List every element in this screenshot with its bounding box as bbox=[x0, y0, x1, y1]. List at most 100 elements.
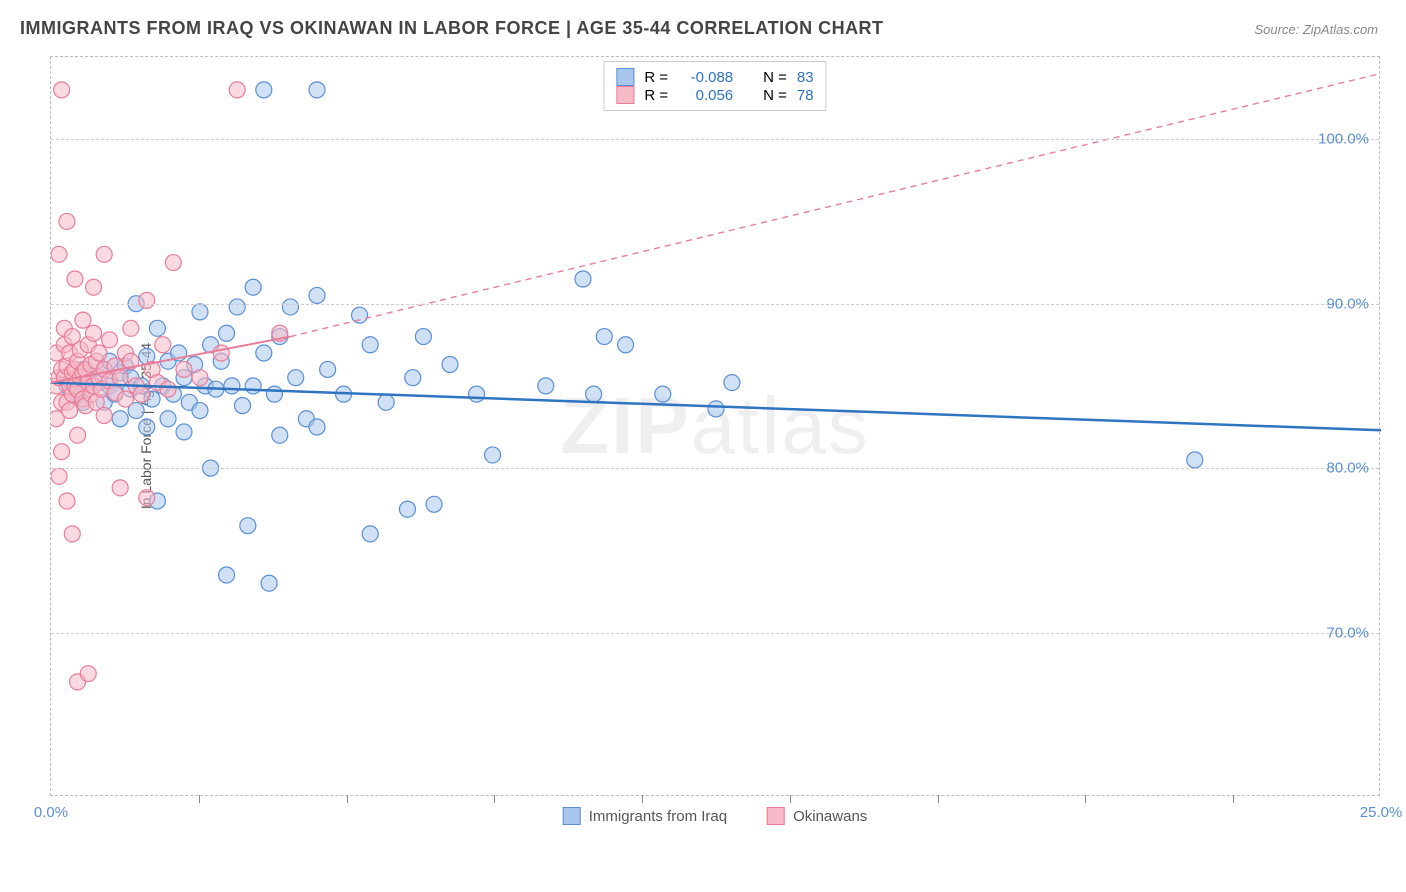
data-point bbox=[405, 370, 421, 386]
data-point bbox=[176, 424, 192, 440]
data-point bbox=[485, 447, 501, 463]
data-point bbox=[123, 320, 139, 336]
plot-area: In Labor Force | Age 35-44 ZIPatlas R = … bbox=[50, 56, 1380, 796]
data-point bbox=[86, 279, 102, 295]
data-point bbox=[80, 666, 96, 682]
data-point bbox=[538, 378, 554, 394]
swatch-series-a bbox=[616, 68, 634, 86]
r-value-b: 0.056 bbox=[678, 87, 733, 104]
data-point bbox=[261, 575, 277, 591]
data-point bbox=[54, 444, 70, 460]
gridline bbox=[51, 304, 1379, 305]
data-point bbox=[309, 82, 325, 98]
source-attribution: Source: ZipAtlas.com bbox=[1254, 22, 1378, 37]
data-point bbox=[86, 325, 102, 341]
data-point bbox=[96, 407, 112, 423]
x-tick-mark bbox=[1233, 795, 1234, 803]
data-point bbox=[62, 403, 78, 419]
swatch-series-b bbox=[616, 86, 634, 104]
legend-correlation-row-b: R = 0.056 N = 78 bbox=[616, 86, 813, 104]
data-point bbox=[288, 370, 304, 386]
data-point bbox=[426, 496, 442, 512]
data-point bbox=[112, 411, 128, 427]
data-point bbox=[309, 419, 325, 435]
data-point bbox=[272, 427, 288, 443]
data-point bbox=[469, 386, 485, 402]
data-point bbox=[442, 357, 458, 373]
data-point bbox=[102, 332, 118, 348]
data-point bbox=[160, 411, 176, 427]
data-point bbox=[213, 345, 229, 361]
data-point bbox=[64, 526, 80, 542]
x-tick-mark bbox=[494, 795, 495, 803]
data-point bbox=[54, 82, 70, 98]
data-point bbox=[586, 386, 602, 402]
r-label: R = bbox=[644, 87, 668, 104]
chart-svg bbox=[51, 57, 1381, 797]
data-point bbox=[139, 490, 155, 506]
data-point bbox=[59, 493, 75, 509]
data-point bbox=[165, 255, 181, 271]
x-tick-mark bbox=[347, 795, 348, 803]
data-point bbox=[176, 361, 192, 377]
data-point bbox=[224, 378, 240, 394]
n-label: N = bbox=[763, 87, 787, 104]
data-point bbox=[160, 381, 176, 397]
data-point bbox=[282, 299, 298, 315]
data-point bbox=[235, 398, 251, 414]
x-tick-label: 25.0% bbox=[1360, 804, 1403, 821]
data-point bbox=[415, 329, 431, 345]
data-point bbox=[67, 271, 83, 287]
y-tick-label: 90.0% bbox=[1326, 295, 1369, 312]
data-point bbox=[708, 401, 724, 417]
data-point bbox=[352, 307, 368, 323]
data-point bbox=[399, 501, 415, 517]
x-tick-label: 0.0% bbox=[34, 804, 68, 821]
data-point bbox=[245, 378, 261, 394]
data-point bbox=[112, 480, 128, 496]
data-point bbox=[133, 386, 149, 402]
data-point bbox=[240, 518, 256, 534]
data-point bbox=[51, 246, 67, 262]
x-tick-mark bbox=[1085, 795, 1086, 803]
data-point bbox=[192, 304, 208, 320]
n-label: N = bbox=[763, 69, 787, 86]
swatch-series-b-bottom bbox=[767, 807, 785, 825]
data-point bbox=[91, 345, 107, 361]
chart-title: IMMIGRANTS FROM IRAQ VS OKINAWAN IN LABO… bbox=[20, 18, 884, 39]
data-point bbox=[724, 375, 740, 391]
y-tick-label: 80.0% bbox=[1326, 460, 1369, 477]
data-point bbox=[378, 394, 394, 410]
n-value-b: 78 bbox=[797, 87, 814, 104]
data-point bbox=[229, 82, 245, 98]
y-tick-label: 100.0% bbox=[1318, 131, 1369, 148]
legend-item-b: Okinawans bbox=[767, 807, 867, 825]
data-point bbox=[192, 403, 208, 419]
legend-correlation: R = -0.088 N = 83 R = 0.056 N = 78 bbox=[603, 61, 826, 111]
data-point bbox=[139, 419, 155, 435]
data-point bbox=[256, 82, 272, 98]
swatch-series-a-bottom bbox=[563, 807, 581, 825]
data-point bbox=[618, 337, 634, 353]
legend-item-a: Immigrants from Iraq bbox=[563, 807, 727, 825]
x-tick-mark bbox=[938, 795, 939, 803]
data-point bbox=[139, 292, 155, 308]
data-point bbox=[51, 468, 67, 484]
gridline bbox=[51, 139, 1379, 140]
x-tick-mark bbox=[790, 795, 791, 803]
legend-correlation-row-a: R = -0.088 N = 83 bbox=[616, 68, 813, 86]
data-point bbox=[117, 391, 133, 407]
gridline bbox=[51, 633, 1379, 634]
data-point bbox=[575, 271, 591, 287]
legend-series: Immigrants from Iraq Okinawans bbox=[563, 807, 868, 825]
data-point bbox=[155, 337, 171, 353]
data-point bbox=[112, 370, 128, 386]
data-point bbox=[245, 279, 261, 295]
data-point bbox=[309, 287, 325, 303]
legend-label-a: Immigrants from Iraq bbox=[589, 808, 727, 825]
r-label: R = bbox=[644, 69, 668, 86]
data-point bbox=[1187, 452, 1203, 468]
data-point bbox=[70, 427, 86, 443]
data-point bbox=[96, 246, 112, 262]
gridline bbox=[51, 468, 1379, 469]
